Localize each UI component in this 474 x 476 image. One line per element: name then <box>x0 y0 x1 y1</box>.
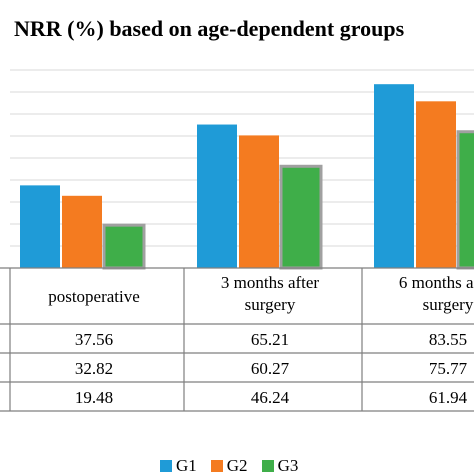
data-label-g2-2: 75.77 <box>429 359 468 378</box>
data-label-g3-0: 19.48 <box>75 388 113 407</box>
data-label-g3-1: 46.24 <box>251 388 290 407</box>
category-label-1: surgery <box>245 295 296 314</box>
bar-g1-2 <box>374 84 414 268</box>
legend-item-g2: G2 <box>210 456 248 476</box>
data-table: postoperative 3 months after surgery 6 mont… <box>0 267 474 412</box>
legend-swatch <box>160 460 172 472</box>
category-label-2: 6 months after <box>399 273 474 292</box>
legend-item-g3: G3 <box>261 456 299 476</box>
data-label-g1-2: 83.55 <box>429 330 467 349</box>
bar-g2-2 <box>416 101 456 268</box>
bar-g3-1 <box>279 164 323 270</box>
legend-label: G1 <box>176 456 197 475</box>
legend-label: G3 <box>277 456 299 475</box>
category-label-2: surgery <box>423 295 474 314</box>
legend-item-g1: G1 <box>160 456 197 476</box>
category-label-1: 3 months after <box>221 273 320 292</box>
data-label-g1-1: 65.21 <box>251 330 289 349</box>
data-label-g1-0: 37.56 <box>75 330 113 349</box>
legend-label: G2 <box>226 456 248 475</box>
data-label-g2-1: 60.27 <box>251 359 290 378</box>
legend-swatch <box>261 460 274 472</box>
bars <box>20 84 474 270</box>
data-label-g3-2: 61.94 <box>429 388 468 407</box>
bar-g1-1 <box>197 124 237 269</box>
legend-swatch <box>210 460 223 472</box>
bar-g3-2 <box>456 130 474 270</box>
chart-title: NRR (%) based on age-dependent groups <box>14 16 405 41</box>
bar-g2-0 <box>62 195 102 268</box>
bar-g3-0 <box>102 223 146 270</box>
category-label-0: postoperative <box>48 287 140 306</box>
bar-g1-0 <box>20 185 60 268</box>
data-label-g2-0: 32.82 <box>75 359 113 378</box>
bar-g2-1 <box>239 135 279 268</box>
legend: G1 G2 G3 <box>160 456 298 476</box>
